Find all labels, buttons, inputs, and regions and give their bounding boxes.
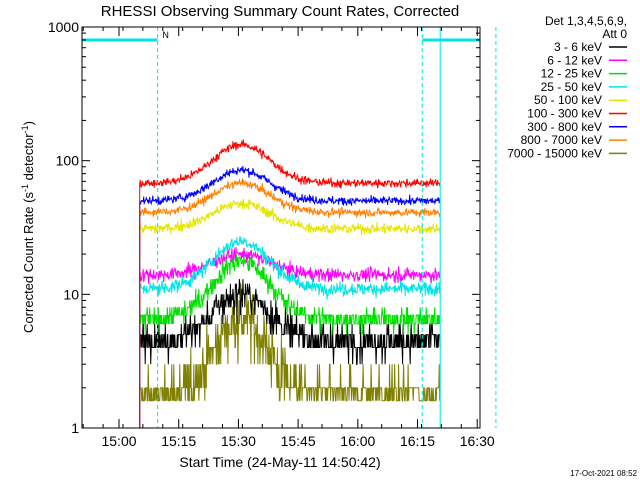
- legend-label: 300 - 800 keV: [527, 120, 602, 134]
- y-axis-label-sup1: -1: [20, 184, 30, 192]
- x-tick-label: 15:00: [101, 433, 136, 449]
- axes: 1 10 100 1000 15:00 15:15 15:30 15:45 16:00 16:15…: [48, 19, 495, 449]
- legend-header: Det 1,3,4,5,6,9,Att 0: [545, 14, 627, 41]
- legend-label: 25 - 50 keV: [541, 80, 602, 94]
- x-tick-label: 16:15: [400, 433, 435, 449]
- x-tick-label: 16:00: [340, 433, 375, 449]
- legend-label: 3 - 6 keV: [554, 40, 602, 54]
- timestamp: 17-Oct-2021 08:52: [570, 469, 637, 478]
- x-tick-label: 16:30: [460, 433, 495, 449]
- chart-title: RHESSI Observing Summary Count Rates, Co…: [101, 3, 459, 20]
- legend-header-line: Det 1,3,4,5,6,9,: [545, 14, 627, 28]
- legend-label: 6 - 12 keV: [547, 53, 602, 67]
- y-tick-label: 100: [56, 153, 80, 169]
- night-marker: N: [162, 30, 169, 40]
- y-tick-label: 10: [63, 286, 79, 302]
- x-tick-label: 15:45: [281, 433, 316, 449]
- plot-area: N: [81, 27, 497, 428]
- legend-label: 12 - 25 keV: [541, 67, 602, 81]
- y-axis-label-part2: detector: [21, 133, 36, 184]
- legend-label: 50 - 100 keV: [534, 93, 602, 107]
- x-tick-label: 15:15: [161, 433, 196, 449]
- x-axis-label: Start Time (24-May-11 14:50:42): [179, 454, 380, 470]
- series-line: [139, 139, 441, 428]
- legend-label: 100 - 300 keV: [527, 107, 602, 121]
- y-axis-label: Corrected Count Rate (s-1 detector-1): [20, 121, 36, 333]
- series-line: [139, 283, 441, 428]
- y-axis-label-part1: Corrected Count Rate (s: [21, 192, 36, 333]
- plot-frame: [81, 26, 481, 429]
- legend-label: 800 - 7000 keV: [521, 133, 602, 147]
- series-line: [139, 165, 441, 428]
- series-line: [139, 198, 441, 428]
- series-line: [139, 178, 441, 428]
- y-axis-label-sup2: -1: [20, 125, 30, 133]
- y-tick-label: 1000: [48, 19, 79, 35]
- series-line: [139, 279, 441, 428]
- y-tick-label: 1: [71, 420, 79, 436]
- y-axis-label-part3: ): [21, 121, 36, 125]
- legend-label: 7000 - 15000 keV: [507, 146, 602, 160]
- series-line: [139, 246, 441, 428]
- series-line: [139, 235, 441, 428]
- legend-header-line: Att 0: [602, 27, 627, 41]
- x-tick-label: 15:30: [221, 433, 256, 449]
- series-line: [139, 251, 441, 428]
